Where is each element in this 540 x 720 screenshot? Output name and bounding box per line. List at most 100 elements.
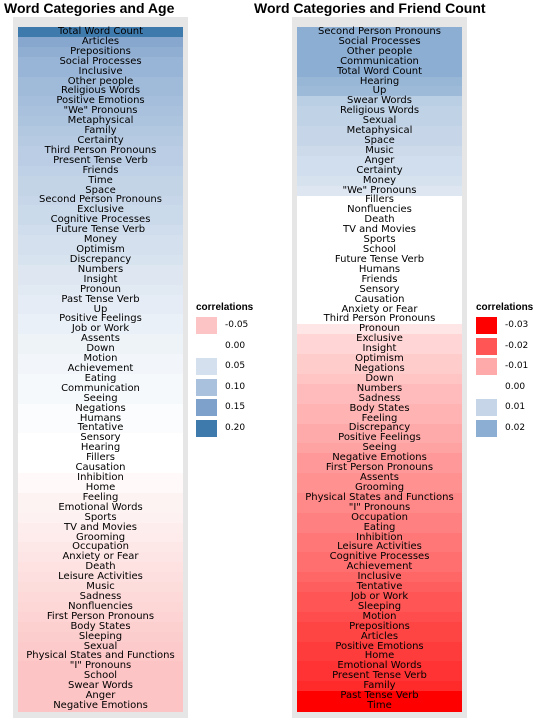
heatmap-cell: Friends: [18, 165, 183, 177]
category-label: Inhibition: [77, 472, 124, 484]
category-label: First Person Pronouns: [46, 610, 155, 622]
heatmap-cell: Emotional Words: [18, 502, 183, 514]
category-label: Tentative: [77, 422, 124, 434]
category-label: Achievement: [67, 363, 134, 374]
category-label: Sensory: [80, 432, 121, 444]
heatmap-cell: Music: [18, 582, 183, 593]
heatmap-cell: Family: [18, 126, 183, 137]
category-label: Up: [93, 303, 108, 315]
category-label: Positive Feelings: [338, 432, 421, 444]
heatmap-cell: Religious Words: [18, 86, 183, 97]
category-label: Inclusive: [357, 571, 402, 583]
category-label: Sexual: [362, 115, 397, 127]
heatmap-cell: Seeing: [18, 393, 183, 405]
category-label: School: [83, 670, 118, 682]
category-label: First Person Pronouns: [325, 462, 434, 474]
heatmap-cell: Second Person Pronouns: [18, 195, 183, 207]
category-label: Causation: [354, 293, 405, 305]
category-label: Religious Words: [60, 85, 141, 97]
category-label: Optimism: [76, 244, 125, 256]
heatmap-cell: Present Tense Verb: [297, 671, 462, 682]
heatmap-cell: Inhibition: [297, 531, 462, 544]
legend-label: 0.02: [505, 423, 526, 433]
category-label: Up: [372, 85, 387, 97]
category-label: Prepositions: [349, 620, 410, 632]
category-label: Music: [86, 581, 115, 593]
category-label: Religious Words: [339, 105, 420, 117]
heatmap-cell: First Person Pronouns: [18, 610, 183, 623]
category-label: Communication: [340, 55, 419, 67]
heatmap-cell: Feeling: [297, 412, 462, 425]
legend-label: 0.10: [225, 381, 246, 392]
category-label: Pronoun: [80, 283, 121, 295]
category-label: Articles: [360, 630, 399, 642]
category-label: Cognitive Processes: [329, 551, 430, 563]
category-label: Feeling: [361, 412, 398, 424]
category-label: Third Person Pronouns: [44, 144, 157, 156]
heatmap-cell: Religious Words: [297, 106, 462, 117]
category-label: Fillers: [86, 452, 115, 464]
category-label: Sadness: [358, 392, 401, 404]
heatmap-cell: Other people: [18, 75, 183, 88]
category-label: "We" Pronouns: [63, 105, 138, 117]
category-label: Other people: [67, 75, 134, 87]
heatmap-cell: Fillers: [18, 453, 183, 464]
heatmap-cell: Tentative: [297, 582, 462, 593]
heatmap-cell: Total Word Count: [297, 66, 462, 78]
category-label: Leisure Activities: [337, 541, 422, 553]
heatmap-cell: Social Processes: [297, 36, 462, 48]
heatmap-cell: Body States: [297, 403, 462, 415]
category-label: Seeing: [362, 442, 397, 454]
heatmap-cell: Job or Work: [18, 324, 183, 335]
category-label: Physical States and Functions: [26, 650, 175, 662]
heatmap-cell: Certainty: [18, 136, 183, 147]
category-label: Body States: [70, 620, 131, 632]
category-label: Insight: [362, 343, 397, 355]
legend-label: 0.05: [225, 361, 246, 372]
heatmap-cell: School: [297, 245, 462, 256]
category-label: Space: [85, 184, 116, 196]
heatmap-cell: Numbers: [297, 382, 462, 395]
category-label: Past Tense Verb: [340, 690, 419, 702]
heatmap-cell: Cognitive Processes: [297, 552, 462, 563]
heatmap-cell: Job or Work: [297, 592, 462, 603]
heatmap-cell: Future Tense Verb: [297, 254, 462, 266]
heatmap-cell: Fillers: [297, 195, 462, 207]
category-label: Numbers: [356, 382, 403, 394]
heatmap-cell: Home: [18, 482, 183, 494]
heatmap-cell: Leisure Activities: [297, 542, 462, 553]
heatmap-cell: TV and Movies: [18, 521, 183, 534]
heatmap-cell: Communication: [297, 55, 462, 68]
legend-swatch: [196, 317, 217, 334]
category-label: Inhibition: [356, 531, 403, 543]
heatmap-cell: Seeing: [297, 443, 462, 454]
heatmap-cell: Sexual: [18, 641, 183, 653]
category-label: Insight: [83, 273, 118, 285]
heatmap-cell: Second Person Pronouns: [297, 26, 462, 38]
legend-swatch: [476, 337, 497, 355]
heatmap-cell: Causation: [297, 293, 462, 306]
heatmap-cell: Emotional Words: [297, 661, 462, 672]
category-label: Motion: [83, 353, 118, 365]
category-label: Sleeping: [357, 600, 402, 612]
heatmap-cell: Up: [18, 303, 183, 316]
heatmap-cell: Positive Feelings: [18, 314, 183, 325]
category-label: TV and Movies: [64, 521, 137, 533]
category-label: Family: [363, 680, 396, 692]
category-label: "We" Pronouns: [342, 184, 417, 196]
heatmap-cell: Pronoun: [297, 324, 462, 335]
legend-title: correlations: [196, 302, 254, 313]
heatmap-cell: TV and Movies: [297, 225, 462, 236]
category-label: Eating: [363, 521, 396, 533]
category-label: Money: [362, 174, 397, 186]
heatmap-cell: Sensory: [18, 433, 183, 444]
category-label: Nonfluencies: [347, 204, 412, 216]
legend-friends: correlations -0.03 -0.02 -0.01 0.00 0.01 0.02: [476, 302, 540, 442]
category-label: Third Person Pronouns: [323, 313, 436, 325]
heatmap-cell: Exclusive: [297, 334, 462, 345]
category-label: Certainty: [77, 135, 124, 146]
category-label: Eating: [84, 372, 117, 384]
chart-title-left: Word Categories and Age: [4, 0, 175, 16]
heatmap-cell: Grooming: [18, 532, 183, 544]
category-label: Exclusive: [77, 204, 124, 216]
